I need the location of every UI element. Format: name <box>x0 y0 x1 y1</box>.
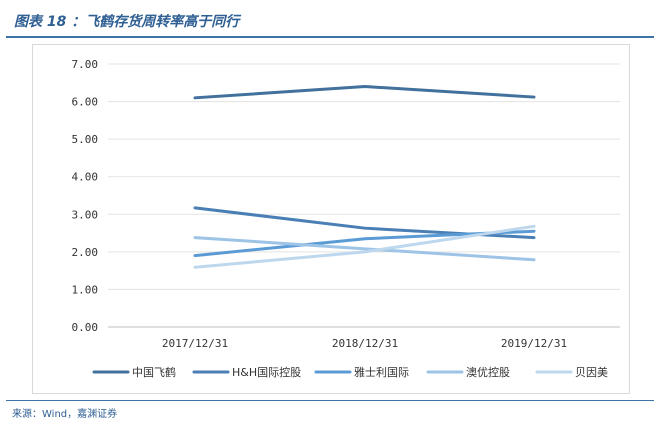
series-line-3 <box>193 236 536 262</box>
legend-label: 中国飞鹤 <box>132 365 176 379</box>
y-tick-label: 0.00 <box>72 321 99 334</box>
source-note: 来源：Wind，嘉渊证券 <box>12 409 118 420</box>
figure-title: 图表 18 ：飞鹤存货周转率高于同行 <box>14 14 240 30</box>
x-tick-label: 2017/12/31 <box>162 337 228 350</box>
chart-area <box>32 44 630 394</box>
series-line-0 <box>193 85 536 100</box>
y-tick-label: 1.00 <box>72 283 99 296</box>
y-tick-label: 2.00 <box>72 246 99 259</box>
series-line-4 <box>193 224 536 269</box>
legend-label: 雅士利国际 <box>354 365 409 379</box>
y-tick-label: 6.00 <box>72 96 99 109</box>
y-tick-label: 3.00 <box>72 208 99 221</box>
y-tick-label: 7.00 <box>72 58 99 71</box>
figure-title-bar: 图表 18 ：飞鹤存货周转率高于同行 <box>6 6 654 38</box>
legend-label: 贝因美 <box>575 366 608 379</box>
legend-label: 澳优控股 <box>466 365 510 379</box>
y-tick-label: 5.00 <box>72 133 99 146</box>
x-tick-label: 2018/12/31 <box>332 337 398 350</box>
legend-label: H&H国际控股 <box>232 365 301 379</box>
source-bar: 来源：Wind，嘉渊证券 <box>6 400 654 423</box>
x-tick-label: 2019/12/31 <box>501 337 567 350</box>
y-tick-label: 4.00 <box>72 171 99 184</box>
